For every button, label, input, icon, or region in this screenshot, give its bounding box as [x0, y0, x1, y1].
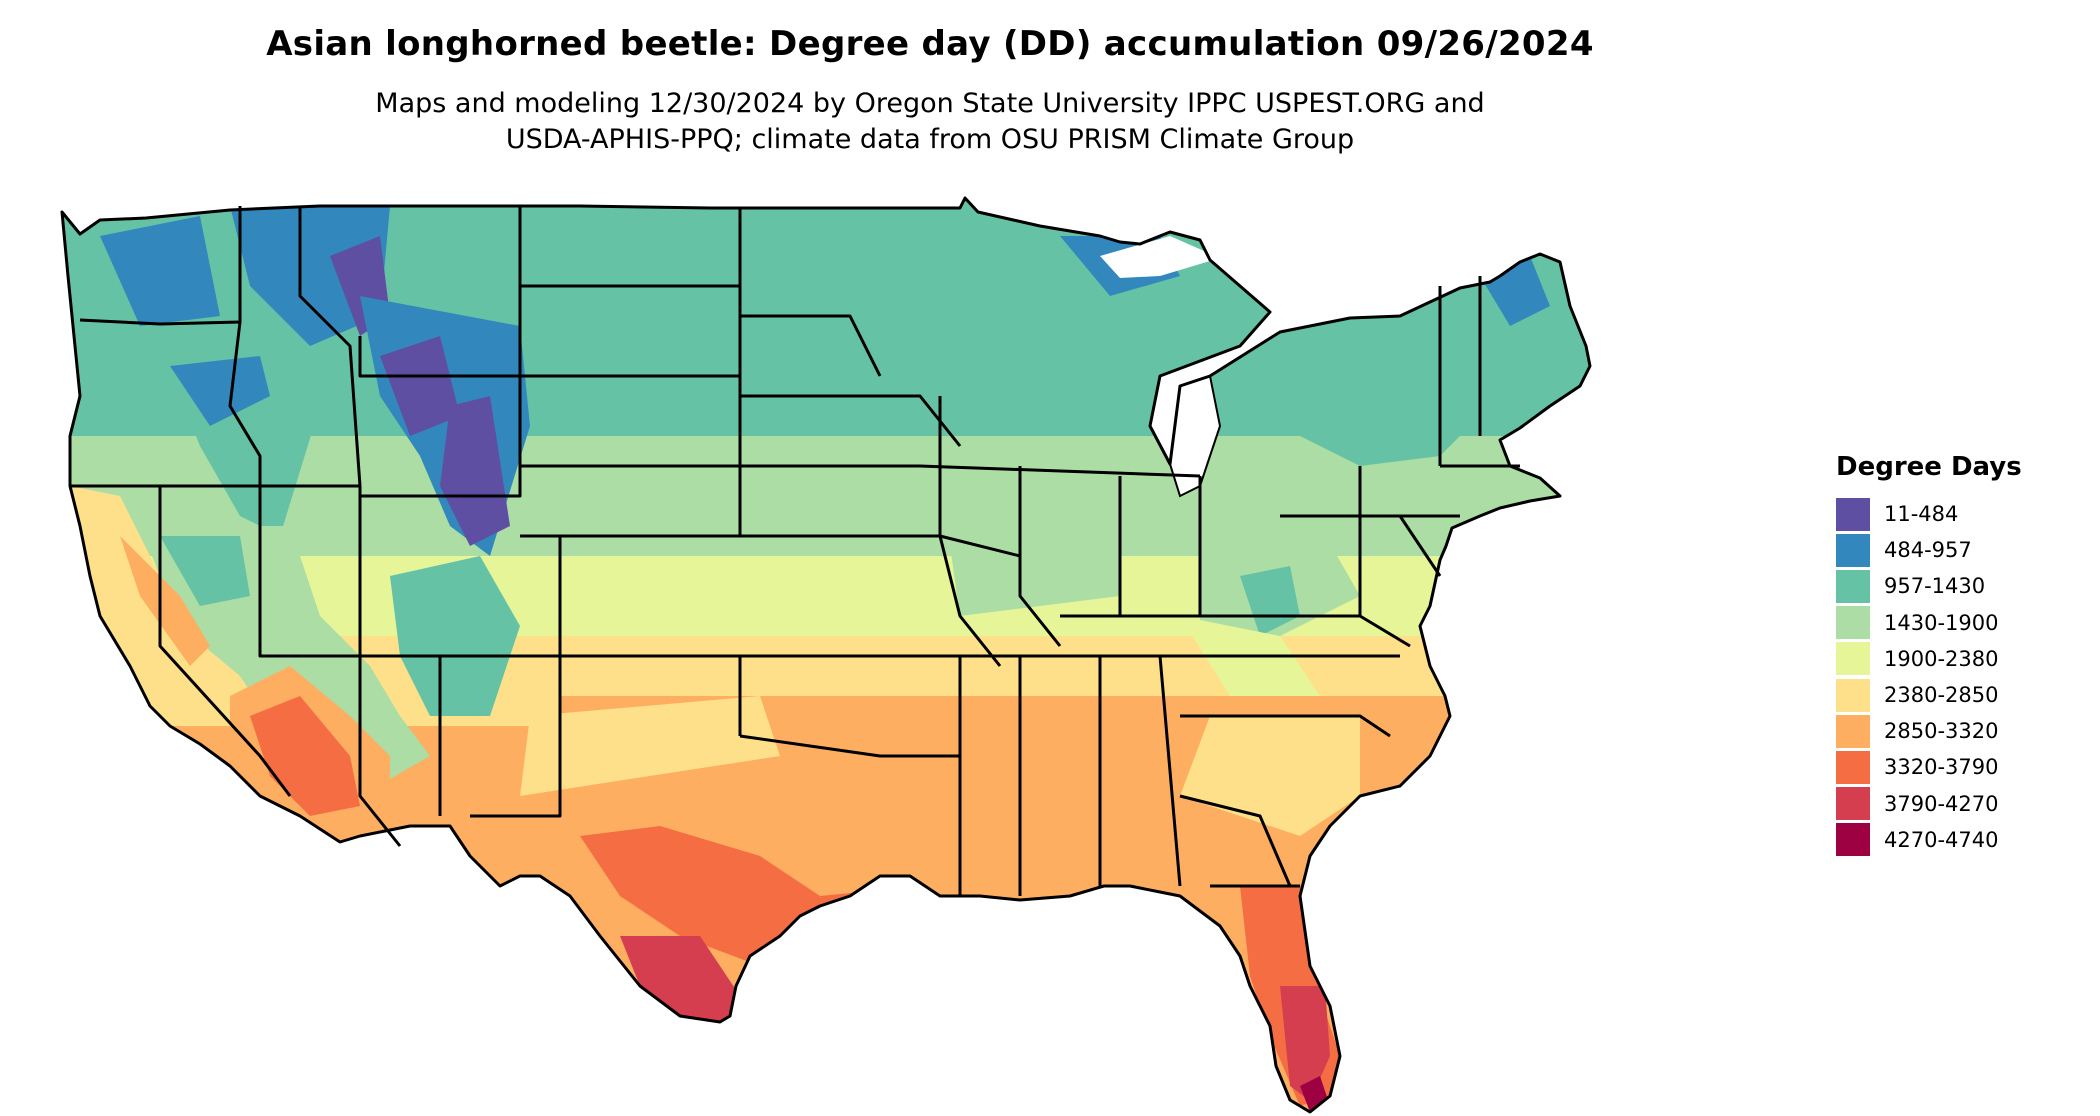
legend-item: 484-957 [1836, 532, 2076, 568]
degree-days-legend: Degree Days 11-484 484-957 957-1430 1430-19… [1836, 452, 2076, 858]
legend-swatch [1836, 642, 1870, 676]
legend-label: 957-1430 [1884, 574, 1986, 599]
legend-label: 3790-4270 [1884, 791, 1999, 816]
legend-label: 2380-2850 [1884, 683, 1999, 708]
legend-item: 1430-1900 [1836, 605, 2076, 641]
legend-swatch [1836, 606, 1870, 640]
map-subtitle-line-2: USDA-APHIS-PPQ; climate data from OSU PR… [505, 124, 1355, 155]
legend-label: 11-484 [1884, 502, 1959, 527]
map-subtitle-line-1: Maps and modeling 12/30/2024 by Oregon S… [375, 88, 1485, 119]
legend-item: 1900-2380 [1836, 641, 2076, 677]
map-title: Asian longhorned beetle: Degree day (DD)… [266, 24, 1594, 64]
legend-item: 957-1430 [1836, 568, 2076, 604]
lake-superior-shape [1100, 236, 1220, 278]
legend-label: 1900-2380 [1884, 646, 1999, 671]
legend-swatch [1836, 787, 1870, 821]
legend-item: 4270-4740 [1836, 822, 2076, 858]
legend-swatch [1836, 678, 1870, 712]
legend-swatch [1836, 533, 1870, 567]
legend-swatch [1836, 750, 1870, 784]
legend-item: 2850-3320 [1836, 713, 2076, 749]
legend-label: 484-957 [1884, 538, 1972, 563]
legend-item: 3790-4270 [1836, 786, 2076, 822]
legend-swatch [1836, 497, 1870, 531]
legend-item: 11-484 [1836, 496, 2076, 532]
legend-title: Degree Days [1836, 452, 2022, 482]
legend-label: 2850-3320 [1884, 719, 1999, 744]
legend-swatch [1836, 569, 1870, 603]
legend-item: 3320-3790 [1836, 749, 2076, 785]
legend-swatch [1836, 823, 1870, 857]
legend-item: 2380-2850 [1836, 677, 2076, 713]
legend-label: 3320-3790 [1884, 755, 1999, 780]
legend-label: 1430-1900 [1884, 610, 1999, 635]
legend-swatch [1836, 714, 1870, 748]
degree-day-map [60, 196, 1592, 1114]
legend-label: 4270-4740 [1884, 827, 1999, 852]
